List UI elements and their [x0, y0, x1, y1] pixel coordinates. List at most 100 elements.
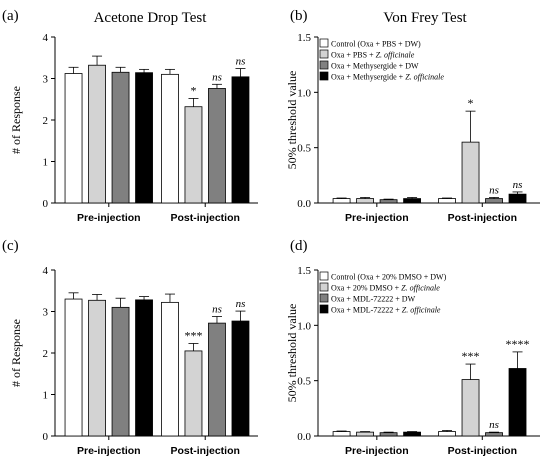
x-category-label: Pre-injection	[77, 445, 141, 456]
y-tick-label: 1	[43, 390, 49, 402]
significance-label: ns	[212, 303, 222, 315]
bar	[88, 64, 106, 204]
y-tick-label: 4	[43, 265, 49, 277]
bar	[208, 322, 226, 437]
bar	[332, 431, 351, 437]
y-tick-label: 0	[43, 431, 49, 443]
y-tick-label: 0.5	[297, 376, 311, 388]
x-category-label: Pre-injection	[77, 212, 141, 224]
bar	[403, 431, 421, 437]
significance-label: ns	[489, 184, 499, 196]
panel-label: (c)	[2, 238, 19, 254]
bar	[356, 431, 374, 437]
legend-swatch	[319, 60, 329, 70]
y-tick-label: 1.5	[297, 265, 311, 277]
panel-label: (d)	[290, 238, 308, 254]
bar	[461, 141, 480, 204]
bar	[161, 301, 179, 437]
bar	[135, 299, 153, 437]
bar	[184, 106, 203, 204]
bar	[379, 432, 398, 437]
y-axis-label: 50% threshold value	[285, 71, 299, 170]
significance-label: ***	[462, 349, 480, 363]
panel-3: (d) 50% threshold value 0.0 0.5 1.0 1.5 Pre-in…	[285, 238, 540, 456]
legend-entry: Oxa + MDL-72222 + DW	[331, 295, 416, 304]
legend-entry: Oxa + MDL-72222 + Z. officinale	[331, 306, 441, 315]
y-tick-label: 2	[43, 348, 49, 360]
legend-entry: Oxa + PBS + Z. officinale	[331, 51, 415, 60]
y-tick-label: 1.5	[297, 32, 311, 44]
y-tick-label: 0.0	[297, 431, 311, 443]
significance-label: ***	[184, 328, 202, 342]
legend-entry: Oxa + Methysergide + Z. officinale	[331, 73, 444, 82]
bar	[231, 76, 250, 204]
bar	[485, 432, 503, 437]
x-category-label: Pre-injection	[345, 445, 409, 456]
bar	[208, 88, 226, 204]
bar	[161, 73, 179, 204]
y-tick-label: 0	[43, 198, 49, 210]
significance-label: ns	[489, 419, 499, 431]
panel-1: (b) Von Frey Test 50% threshold value 0.0 0.…	[285, 8, 540, 224]
legend-swatch	[319, 38, 329, 48]
legend-entry: Oxa + 20% DMSO + Z. officinale	[331, 284, 440, 293]
y-tick-label: 4	[43, 32, 49, 44]
bar	[332, 198, 351, 204]
bar	[438, 198, 456, 204]
panel-title: Acetone Drop Test	[94, 10, 208, 26]
bar	[111, 306, 130, 437]
legend-swatch	[319, 293, 329, 303]
legend-entry: Control (Oxa + 20% DMSO + DW)	[331, 273, 447, 282]
bar	[231, 320, 250, 437]
significance-label: ****	[506, 337, 530, 351]
y-tick-label: 1.0	[297, 87, 311, 99]
bar	[461, 379, 480, 437]
significance-label: ns	[212, 71, 222, 83]
x-category-label: Pre-injection	[345, 212, 409, 224]
bar	[356, 198, 374, 204]
significance-label: *	[190, 83, 196, 97]
significance-label: ns	[236, 298, 246, 310]
y-tick-label: 0.0	[297, 198, 311, 210]
bar	[379, 199, 398, 204]
x-category-label: Post-injection	[448, 445, 517, 456]
panel-2: (c) # of Response 0 1 2 3 4 Pre-injection Post-i…	[2, 238, 258, 456]
bar	[88, 299, 106, 437]
panel-label: (a)	[2, 8, 19, 24]
legend-entry: Oxa + Methysergide + DW	[331, 62, 419, 71]
y-axis-label: # of Response	[9, 86, 23, 154]
y-tick-label: 2	[43, 115, 49, 127]
significance-label: ns	[236, 56, 246, 68]
panel-label: (b)	[290, 8, 308, 24]
legend-swatch	[319, 49, 329, 59]
legend-swatch	[319, 71, 329, 81]
y-tick-label: 3	[43, 307, 49, 319]
y-axis-label: 50% threshold value	[285, 304, 299, 403]
significance-label: *	[468, 96, 474, 110]
bar	[508, 193, 527, 204]
bar	[64, 298, 83, 437]
y-tick-label: 1	[43, 157, 49, 169]
panel-0: (a) Acetone Drop Test # of Response 0 1 2 3 4 Pr…	[2, 8, 258, 224]
bar	[184, 350, 203, 437]
bar	[438, 431, 456, 437]
x-category-label: Post-injection	[448, 212, 517, 224]
y-tick-label: 0.5	[297, 143, 311, 155]
x-category-label: Post-injection	[171, 445, 240, 456]
bar	[64, 73, 83, 204]
legend-swatch	[319, 271, 329, 281]
significance-label: ns	[513, 179, 523, 191]
bar	[111, 71, 130, 204]
y-tick-label: 3	[43, 74, 49, 86]
y-tick-label: 1.0	[297, 320, 311, 332]
legend-swatch	[319, 282, 329, 292]
bar	[135, 72, 153, 204]
x-category-label: Post-injection	[171, 212, 240, 224]
panel-title: Von Frey Test	[383, 10, 467, 26]
bar	[403, 198, 421, 204]
legend-swatch	[319, 304, 329, 314]
bar	[485, 198, 503, 204]
bar	[508, 368, 527, 437]
legend-entry: Control (Oxa + PBS + DW)	[331, 40, 421, 49]
